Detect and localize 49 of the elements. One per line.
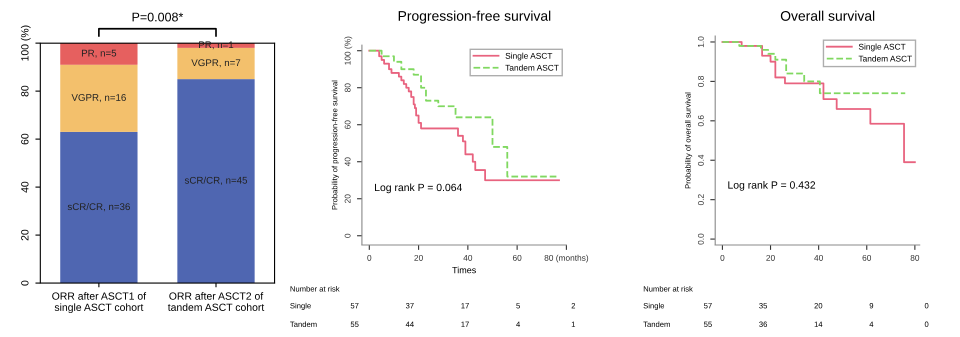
x-tick-label: 60	[512, 254, 522, 261]
y-tick-label: 0.2	[698, 194, 704, 206]
x-tick-label: 20	[414, 254, 423, 261]
chart-title: Progression-free survival	[398, 10, 550, 24]
x-tick-label: 80 (months)	[544, 254, 588, 262]
x-tick-label: 40	[463, 254, 472, 261]
y-tick-label: 60	[344, 120, 351, 129]
annotation: PR, n=5	[82, 50, 116, 58]
annotation: VGPR, n=7	[191, 59, 240, 68]
legend-label: Single ASCT	[858, 44, 906, 52]
y-tick-label: 80	[344, 83, 351, 92]
y-tick-label: 0.4	[698, 154, 704, 166]
x-tick-label: 20	[766, 254, 775, 261]
y-tick-label: 20	[21, 230, 29, 240]
annotation: Log rank P = 0.064	[375, 183, 462, 194]
bar	[60, 132, 138, 284]
y-tick-label: 0.0	[698, 234, 704, 245]
annotation: VGPR, n=16	[71, 94, 126, 102]
y-tick-label: 1.0	[698, 36, 704, 48]
bar	[60, 64, 138, 132]
y-tick-label: 60	[21, 134, 29, 144]
y-tick-label: 0.6	[698, 115, 704, 126]
chart-title: Overall survival	[780, 10, 874, 21]
annotation: sCR/CR, n=36	[68, 202, 130, 212]
text: P=0.008*	[132, 12, 184, 22]
bar	[60, 43, 138, 65]
x-tick-label: 40	[814, 254, 823, 261]
y-tick-label: 0.8	[698, 76, 704, 87]
annotation: sCR/CR, n=45	[184, 176, 248, 185]
y-tick-label: 20	[344, 194, 351, 203]
y-tick-label: 100 (%)	[20, 26, 31, 61]
legend-label: Tandem ASCT	[505, 64, 559, 71]
y-tick-label: 0	[21, 280, 29, 286]
x-tick-label: ORR after ASCT1 of single ASCT cohort	[52, 292, 146, 314]
legend-label: Tandem ASCT	[858, 55, 912, 62]
y-tick-label: 0	[344, 234, 351, 238]
y-tick-label: 40	[344, 157, 351, 166]
legend-label: Single ASCT	[506, 52, 552, 60]
y-tick-label: 100 (%)	[344, 36, 352, 65]
y-tick-label: 40	[21, 182, 29, 193]
y-tick-label: 80	[21, 86, 29, 96]
bar	[177, 48, 255, 80]
x-tick-label: 60	[862, 254, 872, 261]
x-tick-label: ORR after ASCT2 of tandem ASCT cohort	[168, 292, 264, 311]
x-tick-label: 0	[720, 254, 724, 261]
annotation: Log rank P = 0.432	[728, 181, 816, 191]
x-tick-label: 80	[910, 254, 920, 261]
x-axis-title: Times	[452, 266, 476, 274]
x-tick-label: 0	[367, 254, 372, 261]
